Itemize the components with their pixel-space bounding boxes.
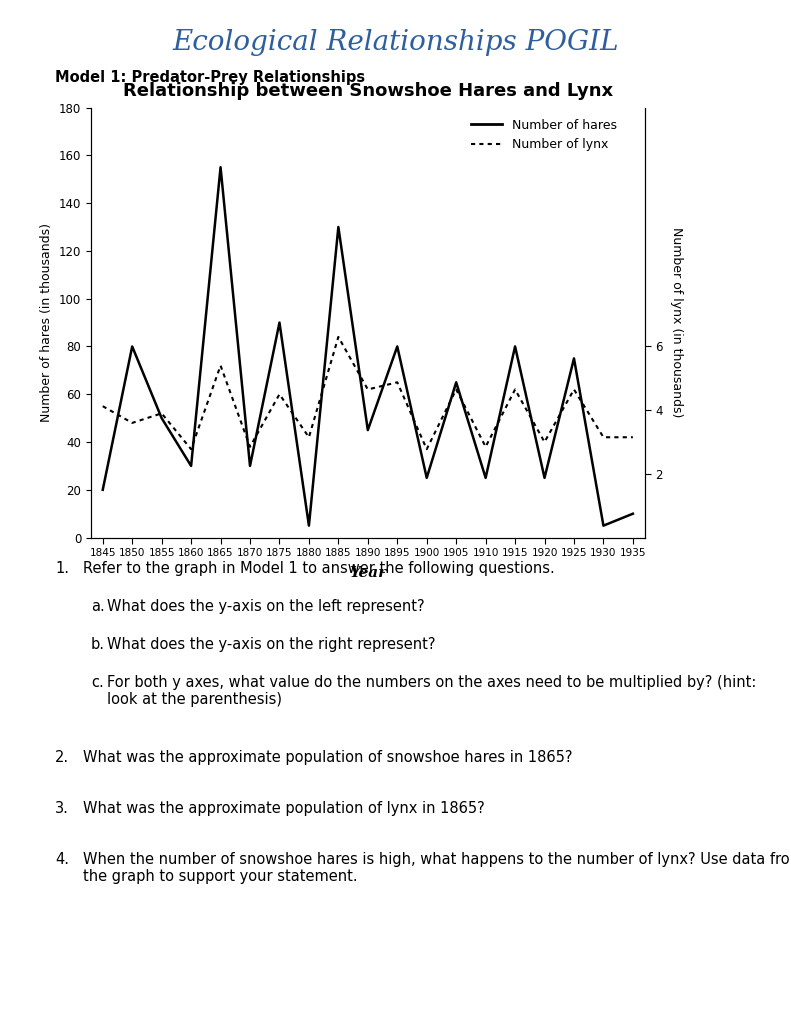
Title: Relationship between Snowshoe Hares and Lynx: Relationship between Snowshoe Hares and …	[123, 82, 613, 100]
Text: 1.: 1.	[55, 561, 70, 577]
Text: a.: a.	[91, 599, 104, 614]
Text: 3.: 3.	[55, 801, 70, 816]
Y-axis label: Number of lynx (in thousands): Number of lynx (in thousands)	[669, 227, 683, 418]
Text: What does the y-axis on the left represent?: What does the y-axis on the left represe…	[107, 599, 425, 614]
Text: What does the y-axis on the right represent?: What does the y-axis on the right repres…	[107, 637, 435, 652]
Y-axis label: Number of hares (in thousands): Number of hares (in thousands)	[40, 223, 53, 422]
Text: c.: c.	[91, 675, 104, 690]
Text: Model 1: Predator-Prey Relationships: Model 1: Predator-Prey Relationships	[55, 70, 365, 85]
Text: What was the approximate population of snowshoe hares in 1865?: What was the approximate population of s…	[83, 750, 573, 765]
Text: 4.: 4.	[55, 852, 70, 867]
Text: What was the approximate population of lynx in 1865?: What was the approximate population of l…	[83, 801, 485, 816]
X-axis label: Year: Year	[350, 566, 386, 581]
Text: Refer to the graph in Model 1 to answer the following questions.: Refer to the graph in Model 1 to answer …	[83, 561, 554, 577]
Text: b.: b.	[91, 637, 105, 652]
Text: For both y axes, what value do the numbers on the axes need to be multiplied by?: For both y axes, what value do the numbe…	[107, 675, 756, 708]
Text: 2.: 2.	[55, 750, 70, 765]
Legend: Number of hares, Number of lynx: Number of hares, Number of lynx	[466, 114, 622, 156]
Text: Ecological Relationships POGIL: Ecological Relationships POGIL	[172, 29, 619, 55]
Text: When the number of snowshoe hares is high, what happens to the number of lynx? U: When the number of snowshoe hares is hig…	[83, 852, 791, 885]
